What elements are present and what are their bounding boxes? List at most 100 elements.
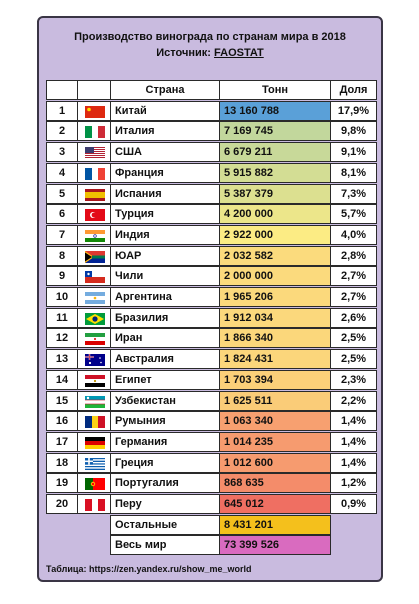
rank-cell: 6 xyxy=(46,204,78,225)
flag-cell xyxy=(77,162,111,183)
table-row: 15 Узбекистан 1 625 511 2,2% xyxy=(46,390,377,411)
tons-cell: 7 169 745 xyxy=(219,121,331,142)
table-row: 7 Индия 2 922 000 4,0% xyxy=(46,224,377,245)
romania-flag-icon xyxy=(85,416,105,429)
table-row: 13 Австралия 1 824 431 2,5% xyxy=(46,349,377,370)
table-row: 6 Турция 4 200 000 5,7% xyxy=(46,204,377,225)
country-cell: Иран xyxy=(110,328,220,349)
source-label: Источник: xyxy=(156,47,211,59)
country-cell: ЮАР xyxy=(110,245,220,266)
header-rank xyxy=(46,80,78,100)
table-row: 8 ЮАР 2 032 582 2,8% xyxy=(46,245,377,266)
rank-cell: 9 xyxy=(46,266,78,287)
share-cell: 2,2% xyxy=(330,390,377,411)
flag-cell xyxy=(77,100,111,121)
flag-cell xyxy=(77,473,111,494)
country-cell: Бразилия xyxy=(110,307,220,328)
flag-cell xyxy=(77,142,111,163)
rank-cell: 1 xyxy=(46,100,78,121)
country-cell: Китай xyxy=(110,100,220,121)
tons-cell: 1 824 431 xyxy=(219,349,331,370)
tons-cell: 4 200 000 xyxy=(219,204,331,225)
country-cell: Португалия xyxy=(110,473,220,494)
country-cell: Австралия xyxy=(110,349,220,370)
germany-flag-icon xyxy=(85,436,105,449)
share-cell: 9,8% xyxy=(330,121,377,142)
country-cell: США xyxy=(110,142,220,163)
country-cell: Чили xyxy=(110,266,220,287)
share-cell: 2,8% xyxy=(330,245,377,266)
country-cell: Перу xyxy=(110,494,220,514)
flag-cell xyxy=(77,245,111,266)
flag-cell xyxy=(77,494,111,514)
tons-cell: 1 965 206 xyxy=(219,287,331,307)
share-cell: 1,2% xyxy=(330,473,377,494)
tons-cell: 13 160 788 xyxy=(219,100,331,121)
total-label: Весь мир xyxy=(110,535,220,556)
share-cell: 5,7% xyxy=(330,204,377,225)
share-cell: 2,7% xyxy=(330,287,377,307)
footer-note: Таблица: https://zen.yandex.ru/show_me_w… xyxy=(46,564,252,574)
rank-cell: 8 xyxy=(46,245,78,266)
header-tons: Тонн xyxy=(219,80,331,100)
tons-cell: 5 915 882 xyxy=(219,162,331,183)
total-row: Весь мир 73 399 526 xyxy=(46,535,377,556)
tons-cell: 2 032 582 xyxy=(219,245,331,266)
country-cell: Франция xyxy=(110,162,220,183)
total-tons: 73 399 526 xyxy=(219,535,331,556)
table-row: 20 Перу 645 012 0,9% xyxy=(46,494,377,514)
others-tons: 8 431 201 xyxy=(219,514,331,535)
flag-cell xyxy=(77,204,111,225)
share-cell: 2,6% xyxy=(330,307,377,328)
share-cell: 7,3% xyxy=(330,183,377,204)
share-cell: 4,0% xyxy=(330,224,377,245)
country-cell: Испания xyxy=(110,183,220,204)
table-row: 2 Италия 7 169 745 9,8% xyxy=(46,121,377,142)
rank-cell: 12 xyxy=(46,328,78,349)
table-row: 4 Франция 5 915 882 8,1% xyxy=(46,162,377,183)
table-header: Страна Тонн Доля xyxy=(46,80,377,100)
table-row: 16 Румыния 1 063 340 1,4% xyxy=(46,411,377,432)
rank-cell: 7 xyxy=(46,224,78,245)
table-row: 1 Китай 13 160 788 17,9% xyxy=(46,100,377,121)
rank-cell: 15 xyxy=(46,390,78,411)
table-row: 17 Германия 1 014 235 1,4% xyxy=(46,431,377,452)
share-cell: 2,7% xyxy=(330,266,377,287)
table-row: 9 Чили 2 000 000 2,7% xyxy=(46,266,377,287)
header-country: Страна xyxy=(110,80,220,100)
rank-cell: 3 xyxy=(46,142,78,163)
others-row: Остальные 8 431 201 xyxy=(46,514,377,535)
tons-cell: 2 000 000 xyxy=(219,266,331,287)
italy-flag-icon xyxy=(85,126,105,139)
flag-cell xyxy=(77,369,111,390)
country-cell: Аргентина xyxy=(110,287,220,307)
table-row: 12 Иран 1 866 340 2,5% xyxy=(46,328,377,349)
country-cell: Греция xyxy=(110,452,220,473)
share-cell: 2,5% xyxy=(330,349,377,370)
country-cell: Италия xyxy=(110,121,220,142)
portugal-flag-icon xyxy=(85,478,105,491)
tons-cell: 1 063 340 xyxy=(219,411,331,432)
source-line: Источник: FAOSTAT xyxy=(39,47,381,59)
header-share: Доля xyxy=(330,80,377,100)
source-link[interactable]: FAOSTAT xyxy=(214,47,264,59)
table-row: 19 Португалия 868 635 1,2% xyxy=(46,473,377,494)
flag-cell xyxy=(77,431,111,452)
flag-cell xyxy=(77,121,111,142)
spain-flag-icon xyxy=(85,188,105,201)
share-cell: 1,4% xyxy=(330,411,377,432)
rank-cell: 20 xyxy=(46,494,78,514)
rank-cell: 18 xyxy=(46,452,78,473)
flag-cell xyxy=(77,349,111,370)
country-cell: Узбекистан xyxy=(110,390,220,411)
flag-cell xyxy=(77,390,111,411)
tons-cell: 1 012 600 xyxy=(219,452,331,473)
peru-flag-icon xyxy=(85,499,105,511)
greece-flag-icon xyxy=(85,457,105,470)
india-flag-icon xyxy=(85,229,105,242)
rank-cell: 19 xyxy=(46,473,78,494)
tons-cell: 6 679 211 xyxy=(219,142,331,163)
tons-cell: 2 922 000 xyxy=(219,224,331,245)
rank-cell: 14 xyxy=(46,369,78,390)
tons-cell: 1 014 235 xyxy=(219,431,331,452)
